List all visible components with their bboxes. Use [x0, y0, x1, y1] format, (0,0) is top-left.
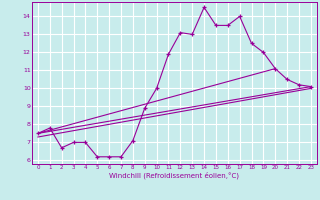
X-axis label: Windchill (Refroidissement éolien,°C): Windchill (Refroidissement éolien,°C)	[109, 172, 239, 179]
